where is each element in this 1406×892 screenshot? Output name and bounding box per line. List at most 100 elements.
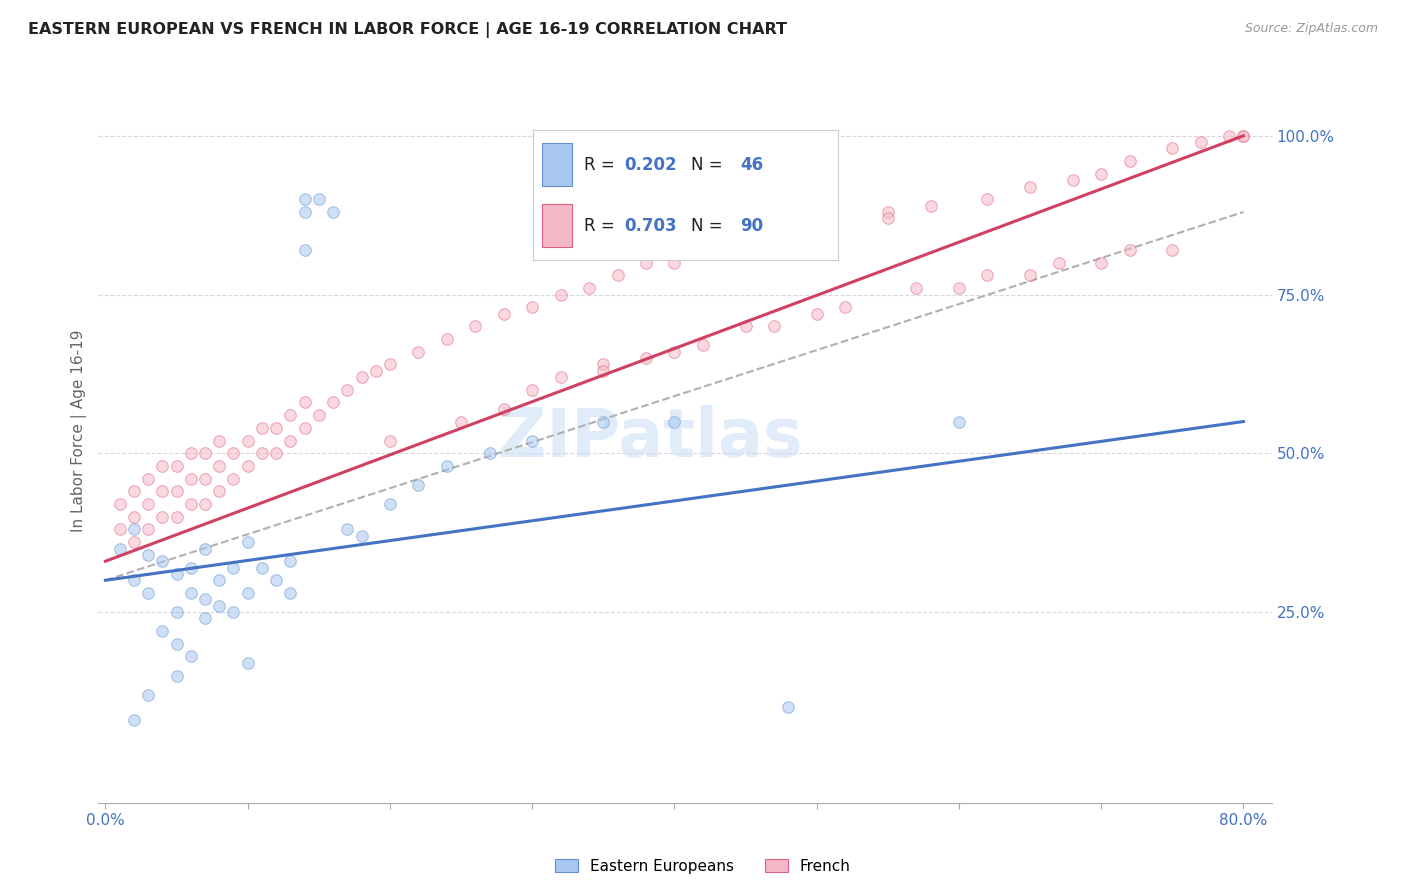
Text: EASTERN EUROPEAN VS FRENCH IN LABOR FORCE | AGE 16-19 CORRELATION CHART: EASTERN EUROPEAN VS FRENCH IN LABOR FORC… [28, 22, 787, 38]
Point [122, 574, 145, 588]
Point [1019, 179, 1042, 194]
Point [180, 586, 202, 600]
Point [180, 446, 202, 460]
Point [122, 713, 145, 727]
Point [478, 446, 501, 460]
Point [1118, 154, 1140, 169]
Point [194, 611, 217, 625]
Point [264, 574, 287, 588]
Point [876, 205, 898, 219]
Point [408, 344, 430, 359]
Point [166, 566, 188, 581]
Y-axis label: In Labor Force | Age 16-19: In Labor Force | Age 16-19 [72, 330, 87, 533]
Point [492, 401, 515, 416]
Point [634, 256, 657, 270]
Point [108, 541, 131, 556]
Point [280, 434, 302, 448]
Point [734, 230, 756, 244]
Point [834, 300, 856, 314]
Text: Source: ZipAtlas.com: Source: ZipAtlas.com [1244, 22, 1378, 36]
Point [1090, 256, 1112, 270]
Point [976, 268, 998, 283]
Point [336, 523, 359, 537]
Point [664, 256, 686, 270]
Point [364, 364, 387, 378]
Point [166, 668, 188, 682]
Point [1047, 256, 1070, 270]
Point [280, 408, 302, 422]
Point [522, 300, 544, 314]
Point [336, 383, 359, 397]
Point [208, 484, 231, 499]
Point [664, 344, 686, 359]
Point [550, 370, 572, 384]
Point [522, 434, 544, 448]
Point [194, 592, 217, 607]
Point [194, 472, 217, 486]
Point [180, 560, 202, 574]
Point [122, 535, 145, 549]
Point [208, 458, 231, 473]
Point [806, 307, 828, 321]
Point [236, 656, 259, 670]
Point [948, 281, 970, 295]
Point [166, 458, 188, 473]
Point [150, 624, 173, 638]
Point [136, 523, 159, 537]
Point [294, 395, 316, 409]
Point [280, 554, 302, 568]
Point [876, 211, 898, 226]
Point [136, 688, 159, 702]
Point [180, 497, 202, 511]
Point [592, 415, 614, 429]
Legend: Eastern Europeans, French: Eastern Europeans, French [548, 853, 858, 880]
Point [634, 351, 657, 365]
Point [294, 205, 316, 219]
Point [236, 434, 259, 448]
Point [150, 484, 173, 499]
Point [180, 472, 202, 486]
Point [166, 605, 188, 619]
Point [208, 599, 231, 613]
Point [905, 281, 928, 295]
Point [778, 224, 800, 238]
Point [1161, 141, 1184, 155]
Point [592, 364, 614, 378]
Point [166, 637, 188, 651]
Point [236, 586, 259, 600]
Point [150, 554, 173, 568]
Point [294, 243, 316, 257]
Point [166, 484, 188, 499]
Point [706, 243, 728, 257]
Point [236, 535, 259, 549]
Point [322, 395, 344, 409]
Point [1062, 173, 1084, 187]
Point [1019, 268, 1042, 283]
Point [450, 415, 472, 429]
Point [136, 548, 159, 562]
Point [122, 509, 145, 524]
Point [436, 458, 458, 473]
Point [194, 446, 217, 460]
Point [250, 446, 273, 460]
Point [308, 192, 330, 206]
Point [136, 497, 159, 511]
Point [222, 560, 245, 574]
Point [294, 421, 316, 435]
Point [1161, 243, 1184, 257]
Point [436, 332, 458, 346]
Point [150, 458, 173, 473]
Point [250, 421, 273, 435]
Point [150, 509, 173, 524]
Point [194, 541, 217, 556]
Point [280, 586, 302, 600]
Point [108, 497, 131, 511]
Point [180, 649, 202, 664]
Point [920, 199, 942, 213]
Point [264, 446, 287, 460]
Point [1090, 167, 1112, 181]
Point [208, 434, 231, 448]
Point [1232, 128, 1254, 143]
Point [492, 307, 515, 321]
Point [948, 415, 970, 429]
